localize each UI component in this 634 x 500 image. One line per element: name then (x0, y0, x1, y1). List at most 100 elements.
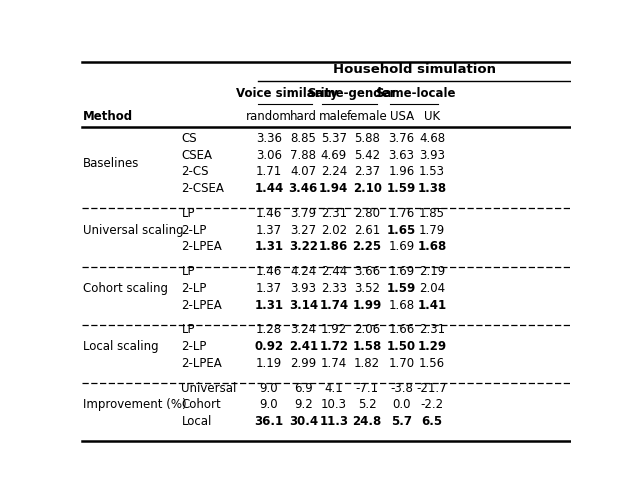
Text: 10.3: 10.3 (321, 398, 347, 411)
Text: 2.19: 2.19 (419, 265, 445, 278)
Text: 1.71: 1.71 (256, 166, 282, 178)
Text: 3.24: 3.24 (290, 324, 316, 336)
Text: 2.04: 2.04 (419, 282, 445, 295)
Text: 4.68: 4.68 (419, 132, 445, 145)
Text: random: random (246, 110, 292, 124)
Text: 2.31: 2.31 (419, 324, 445, 336)
Text: 2.31: 2.31 (321, 207, 347, 220)
Text: CS: CS (181, 132, 197, 145)
Text: -7.1: -7.1 (356, 382, 378, 394)
Text: 5.42: 5.42 (354, 148, 380, 162)
Text: 4.07: 4.07 (290, 166, 316, 178)
Text: 11.3: 11.3 (320, 415, 348, 428)
Text: 9.0: 9.0 (259, 382, 278, 394)
Text: 3.36: 3.36 (256, 132, 282, 145)
Text: 1.58: 1.58 (353, 340, 382, 353)
Text: 2.25: 2.25 (353, 240, 382, 254)
Text: 2.37: 2.37 (354, 166, 380, 178)
Text: 1.29: 1.29 (417, 340, 446, 353)
Text: 1.28: 1.28 (256, 324, 282, 336)
Text: 2-CSEA: 2-CSEA (181, 182, 224, 195)
Text: 1.65: 1.65 (387, 224, 416, 236)
Text: 3.79: 3.79 (290, 207, 316, 220)
Text: 1.69: 1.69 (389, 265, 415, 278)
Text: -2.2: -2.2 (420, 398, 444, 411)
Text: 1.56: 1.56 (419, 357, 445, 370)
Text: Cohort: Cohort (181, 398, 221, 411)
Text: 4.69: 4.69 (321, 148, 347, 162)
Text: 1.46: 1.46 (256, 265, 282, 278)
Text: 1.79: 1.79 (419, 224, 445, 236)
Text: 24.8: 24.8 (353, 415, 382, 428)
Text: 3.66: 3.66 (354, 265, 380, 278)
Text: 1.38: 1.38 (417, 182, 446, 195)
Text: 2.99: 2.99 (290, 357, 316, 370)
Text: 1.59: 1.59 (387, 182, 416, 195)
Text: 1.82: 1.82 (354, 357, 380, 370)
Text: 2-LP: 2-LP (181, 282, 207, 295)
Text: LP: LP (181, 324, 195, 336)
Text: Improvement (%): Improvement (%) (83, 398, 187, 411)
Text: 2.80: 2.80 (354, 207, 380, 220)
Text: 6.5: 6.5 (422, 415, 443, 428)
Text: Cohort scaling: Cohort scaling (83, 282, 168, 295)
Text: 2.41: 2.41 (288, 340, 318, 353)
Text: Method: Method (83, 110, 133, 124)
Text: hard: hard (290, 110, 317, 124)
Text: 6.9: 6.9 (294, 382, 313, 394)
Text: 1.94: 1.94 (319, 182, 349, 195)
Text: LP: LP (181, 207, 195, 220)
Text: Universal: Universal (181, 382, 237, 394)
Text: Voice similarity: Voice similarity (236, 87, 337, 100)
Text: 7.88: 7.88 (290, 148, 316, 162)
Text: -3.8: -3.8 (390, 382, 413, 394)
Text: 1.44: 1.44 (254, 182, 283, 195)
Text: 2.33: 2.33 (321, 282, 347, 295)
Text: 3.93: 3.93 (419, 148, 445, 162)
Text: male: male (319, 110, 349, 124)
Text: 1.92: 1.92 (321, 324, 347, 336)
Text: 3.63: 3.63 (389, 148, 415, 162)
Text: 1.31: 1.31 (254, 240, 283, 254)
Text: 30.4: 30.4 (288, 415, 318, 428)
Text: 2-LPEA: 2-LPEA (181, 357, 222, 370)
Text: LP: LP (181, 265, 195, 278)
Text: UK: UK (424, 110, 440, 124)
Text: 0.0: 0.0 (392, 398, 411, 411)
Text: 1.31: 1.31 (254, 298, 283, 312)
Text: female: female (347, 110, 387, 124)
Text: 3.93: 3.93 (290, 282, 316, 295)
Text: Same-gender: Same-gender (307, 87, 395, 100)
Text: 5.37: 5.37 (321, 132, 347, 145)
Text: 1.76: 1.76 (389, 207, 415, 220)
Text: 2.44: 2.44 (321, 265, 347, 278)
Text: 1.66: 1.66 (389, 324, 415, 336)
Text: 1.86: 1.86 (319, 240, 349, 254)
Text: 1.74: 1.74 (321, 357, 347, 370)
Text: CSEA: CSEA (181, 148, 212, 162)
Text: 1.85: 1.85 (419, 207, 445, 220)
Text: 3.14: 3.14 (288, 298, 318, 312)
Text: 36.1: 36.1 (254, 415, 283, 428)
Text: 9.2: 9.2 (294, 398, 313, 411)
Text: 5.88: 5.88 (354, 132, 380, 145)
Text: 4.1: 4.1 (325, 382, 343, 394)
Text: 1.19: 1.19 (256, 357, 282, 370)
Text: 1.41: 1.41 (417, 298, 446, 312)
Text: 1.37: 1.37 (256, 282, 282, 295)
Text: Baselines: Baselines (83, 157, 139, 170)
Text: Household simulation: Household simulation (333, 63, 496, 76)
Text: Universal scaling: Universal scaling (83, 224, 184, 236)
Text: 5.2: 5.2 (358, 398, 377, 411)
Text: 1.53: 1.53 (419, 166, 445, 178)
Text: USA: USA (389, 110, 413, 124)
Text: 2-LP: 2-LP (181, 224, 207, 236)
Text: 1.46: 1.46 (256, 207, 282, 220)
Text: 2-CS: 2-CS (181, 166, 209, 178)
Text: 2.10: 2.10 (353, 182, 382, 195)
Text: 1.96: 1.96 (389, 166, 415, 178)
Text: 8.85: 8.85 (290, 132, 316, 145)
Text: 3.27: 3.27 (290, 224, 316, 236)
Text: 3.76: 3.76 (389, 132, 415, 145)
Text: 1.99: 1.99 (353, 298, 382, 312)
